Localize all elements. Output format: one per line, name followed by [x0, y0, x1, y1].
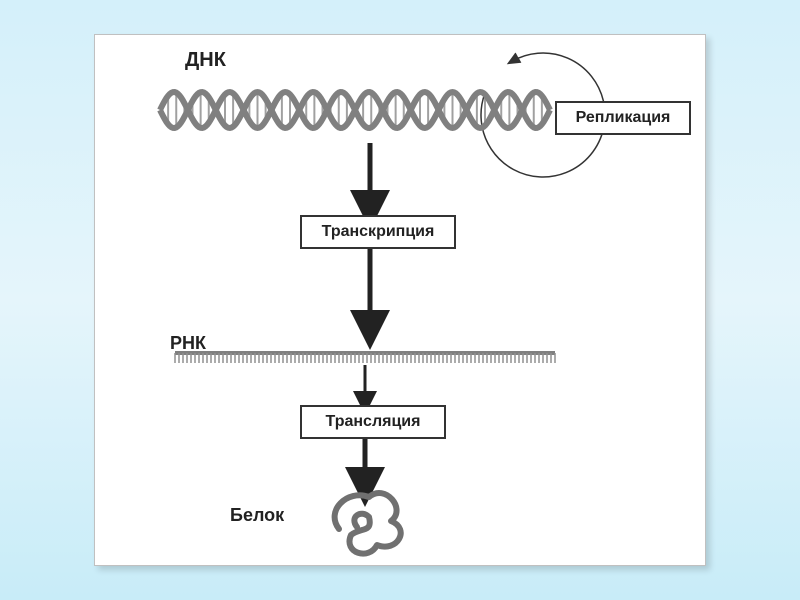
dna-helix	[160, 92, 550, 128]
rna-strand	[175, 353, 555, 363]
protein-blob	[335, 493, 401, 554]
diagram-panel: ДНК РНК Белок Репликация Транскрипция Тр…	[94, 34, 706, 566]
replication-box: Репликация	[555, 101, 691, 135]
translation-box: Трансляция	[300, 405, 446, 439]
rna-label: РНК	[170, 333, 206, 354]
dna-label: ДНК	[185, 49, 226, 72]
transcription-box: Транскрипция	[300, 215, 456, 249]
protein-label: Белок	[230, 505, 284, 526]
